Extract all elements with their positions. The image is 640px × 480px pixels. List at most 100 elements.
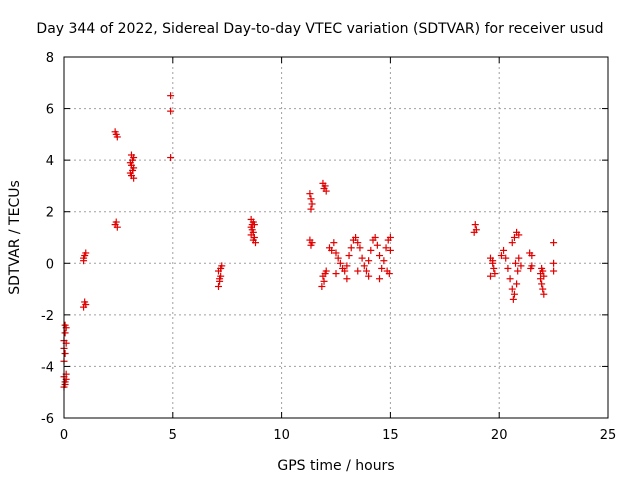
data-point <box>356 244 364 252</box>
data-point <box>512 259 520 267</box>
data-point <box>510 234 518 241</box>
y-tick-label: -4 <box>41 360 54 375</box>
data-point <box>376 252 384 260</box>
data-point <box>251 239 259 247</box>
data-point <box>343 262 351 270</box>
data-point <box>471 221 479 229</box>
data-point <box>307 195 315 203</box>
data-point <box>80 303 88 311</box>
data-point <box>167 107 175 115</box>
data-point <box>113 133 121 141</box>
data-point <box>167 154 175 162</box>
data-point <box>509 295 517 303</box>
x-tick-label: 10 <box>273 428 290 443</box>
data-point <box>248 221 256 229</box>
data-point <box>352 234 360 241</box>
data-point <box>528 252 536 260</box>
data-point <box>332 270 340 278</box>
data-point <box>371 234 379 241</box>
data-point <box>365 272 373 280</box>
data-point <box>502 254 510 262</box>
x-axis-label: GPS time / hours <box>277 458 394 474</box>
data-point <box>214 282 222 290</box>
data-point <box>470 228 478 236</box>
data-point <box>550 259 558 267</box>
grid-lines <box>64 57 608 418</box>
data-point <box>382 244 390 252</box>
data-point <box>376 275 384 283</box>
y-tick-label: 6 <box>46 103 54 118</box>
data-point <box>320 277 328 285</box>
data-point <box>528 262 536 270</box>
data-point <box>308 200 316 208</box>
data-point <box>506 275 514 283</box>
data-point <box>322 187 330 195</box>
data-point <box>367 246 375 254</box>
x-tick-label: 20 <box>491 428 508 443</box>
data-point <box>358 254 366 262</box>
data-point <box>504 264 512 272</box>
data-point <box>322 267 330 275</box>
data-point <box>354 239 362 247</box>
data-point <box>360 262 368 270</box>
data-point <box>365 257 373 265</box>
data-point <box>491 270 499 278</box>
y-tick-label: 8 <box>46 51 54 66</box>
data-point <box>328 246 336 254</box>
y-axis-label: SDTVAR / TECUs <box>7 180 23 295</box>
x-tick-label: 0 <box>60 428 68 443</box>
data-point <box>113 223 121 231</box>
data-point <box>385 270 393 278</box>
data-point <box>336 259 344 267</box>
data-point <box>343 275 351 283</box>
data-point <box>341 267 349 275</box>
data-point <box>380 257 388 265</box>
data-point <box>354 267 362 275</box>
data-point <box>538 280 546 288</box>
data-point <box>217 264 225 272</box>
data-point <box>306 190 314 198</box>
data-point <box>61 350 69 358</box>
data-point <box>332 249 340 257</box>
data-point <box>345 252 353 260</box>
y-tick-label: 2 <box>46 206 54 221</box>
data-points <box>60 92 558 391</box>
data-point <box>510 290 518 298</box>
y-tick-label: 4 <box>46 154 54 169</box>
data-point <box>373 241 381 249</box>
data-point <box>540 272 548 280</box>
y-tick-label: -2 <box>41 309 54 324</box>
data-point <box>61 329 69 337</box>
x-tick-label: 5 <box>169 428 177 443</box>
data-point <box>514 267 522 275</box>
data-point <box>362 267 370 275</box>
data-point <box>61 380 69 388</box>
x-tick-label: 25 <box>600 428 617 443</box>
data-point <box>378 264 386 272</box>
data-point <box>490 264 498 272</box>
data-point <box>486 272 494 280</box>
y-tick-label: 0 <box>46 257 54 272</box>
data-point <box>386 246 394 254</box>
data-point <box>538 264 546 272</box>
data-point <box>130 174 138 182</box>
axis-ticks: 0 5 10 15 20 25 -6 -4 -2 0 2 4 6 8 <box>41 51 616 443</box>
y-tick-label: -6 <box>41 412 54 427</box>
data-point <box>307 241 315 249</box>
data-point <box>517 262 525 270</box>
data-point <box>500 246 508 254</box>
data-point <box>216 275 224 283</box>
data-point <box>508 239 516 247</box>
data-point <box>82 249 90 257</box>
data-point <box>550 267 558 275</box>
data-point <box>307 205 315 213</box>
data-point <box>508 285 516 293</box>
data-point <box>61 321 69 329</box>
data-point <box>334 254 342 262</box>
x-tick-label: 15 <box>382 428 399 443</box>
data-point <box>515 231 523 239</box>
chart-title: Day 344 of 2022, Sidereal Day-to-day VTE… <box>36 21 603 37</box>
plot-frame <box>63 56 609 419</box>
data-point <box>540 290 548 298</box>
data-point <box>167 92 175 100</box>
